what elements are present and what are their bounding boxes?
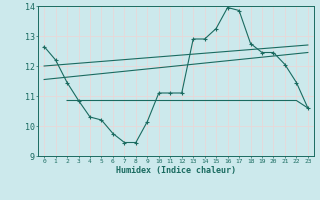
X-axis label: Humidex (Indice chaleur): Humidex (Indice chaleur)	[116, 166, 236, 175]
